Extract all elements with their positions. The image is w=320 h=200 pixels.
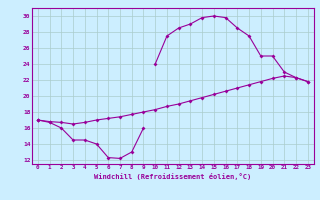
X-axis label: Windchill (Refroidissement éolien,°C): Windchill (Refroidissement éolien,°C): [94, 173, 252, 180]
